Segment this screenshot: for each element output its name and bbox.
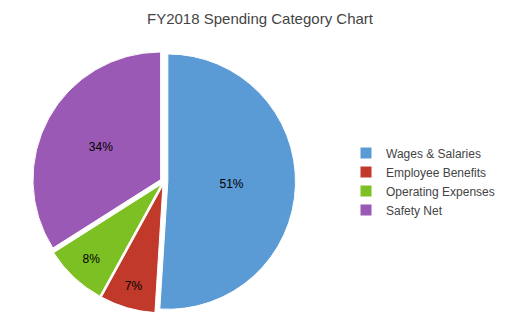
svg-text:Employee Benefits: Employee Benefits bbox=[386, 166, 486, 180]
svg-text:34%: 34% bbox=[89, 140, 113, 154]
svg-text:Wages & Salaries: Wages & Salaries bbox=[386, 147, 481, 161]
svg-text:Safety Net: Safety Net bbox=[386, 204, 443, 218]
svg-text:51%: 51% bbox=[219, 177, 243, 191]
svg-text:FY2018 Spending Category Chart: FY2018 Spending Category Chart bbox=[147, 10, 374, 27]
svg-text:8%: 8% bbox=[83, 252, 101, 266]
svg-text:7%: 7% bbox=[125, 279, 143, 293]
svg-text:Operating Expenses: Operating Expenses bbox=[386, 185, 495, 199]
